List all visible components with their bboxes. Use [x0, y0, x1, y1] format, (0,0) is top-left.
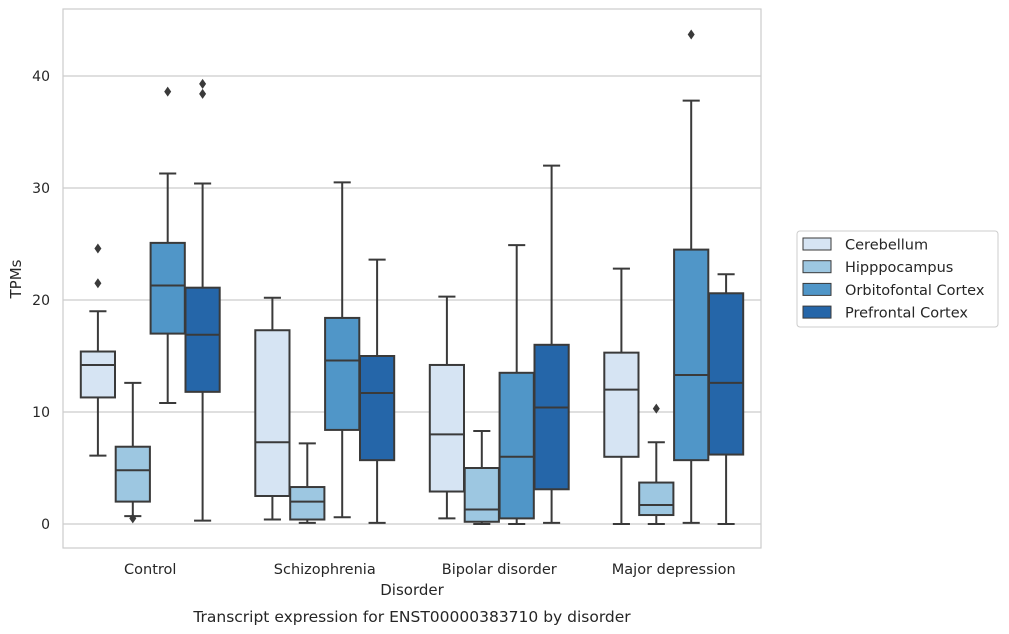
x-tick-label: Schizophrenia — [274, 562, 376, 578]
outlier-point — [199, 78, 207, 89]
box-group — [114, 381, 151, 524]
box — [498, 371, 535, 520]
x-tick-label: Control — [124, 562, 176, 578]
outlier-point — [129, 513, 137, 524]
legend-frame — [796, 230, 999, 328]
y-tick-label: 10 — [32, 405, 50, 421]
box-group — [324, 181, 361, 519]
box-group — [707, 273, 745, 525]
legend-swatch — [802, 260, 832, 274]
box — [428, 363, 466, 493]
legend-label: Prefrontal Cortex — [845, 306, 968, 322]
box-group — [184, 78, 221, 522]
box — [114, 445, 151, 503]
box — [149, 241, 186, 335]
legend-items: Cerebellum Hipppocampus Orbitofontal Corte… — [802, 237, 985, 322]
y-axis-label: TPMs — [7, 259, 25, 299]
x-axis-label: Disorder — [380, 581, 444, 599]
box-group — [79, 243, 117, 457]
box-group — [428, 295, 466, 520]
box — [463, 467, 500, 523]
box — [707, 292, 745, 456]
box-group — [254, 296, 291, 521]
outlier-point — [687, 29, 695, 40]
box-group — [289, 442, 326, 524]
box-group — [498, 244, 535, 525]
box — [289, 486, 326, 521]
outlier-point — [199, 88, 207, 99]
box-group — [358, 258, 396, 524]
legend-label: Hipppocampus — [845, 260, 953, 276]
y-axis-ticks: 0 10 20 30 40 — [32, 69, 50, 533]
x-axis-ticks: Control Schizophrenia Bipolar disorder Majo… — [124, 562, 736, 578]
box-group — [673, 29, 710, 524]
box-group — [533, 164, 570, 524]
box — [603, 351, 640, 458]
boxes-layer — [79, 29, 745, 525]
box — [358, 355, 396, 462]
box — [184, 286, 221, 393]
box-group — [638, 403, 675, 525]
outlier-point — [94, 243, 102, 254]
box — [79, 350, 117, 399]
x-tick-label: Bipolar disorder — [442, 562, 557, 578]
box-group — [603, 267, 640, 525]
box — [533, 343, 570, 491]
outlier-point — [164, 86, 172, 97]
outlier-point — [94, 278, 102, 289]
legend-swatch — [802, 282, 832, 296]
y-tick-label: 40 — [32, 69, 50, 85]
box — [638, 481, 675, 517]
box — [673, 248, 710, 462]
y-tick-label: 0 — [41, 517, 50, 533]
outlier-point — [652, 403, 660, 414]
legend-label: Cerebellum — [845, 238, 928, 254]
y-tick-label: 20 — [32, 293, 50, 309]
legend: Cerebellum Hipppocampus Orbitofontal Corte… — [796, 230, 999, 328]
y-tick-label: 30 — [32, 181, 50, 197]
legend-swatch — [802, 305, 832, 319]
box — [254, 329, 291, 497]
x-tick-label: Major depression — [612, 562, 736, 578]
legend-label: Orbitofontal Cortex — [845, 283, 985, 299]
box — [324, 316, 361, 431]
legend-swatch — [802, 237, 832, 251]
chart-caption: Transcript expression for ENST0000038371… — [192, 608, 631, 626]
